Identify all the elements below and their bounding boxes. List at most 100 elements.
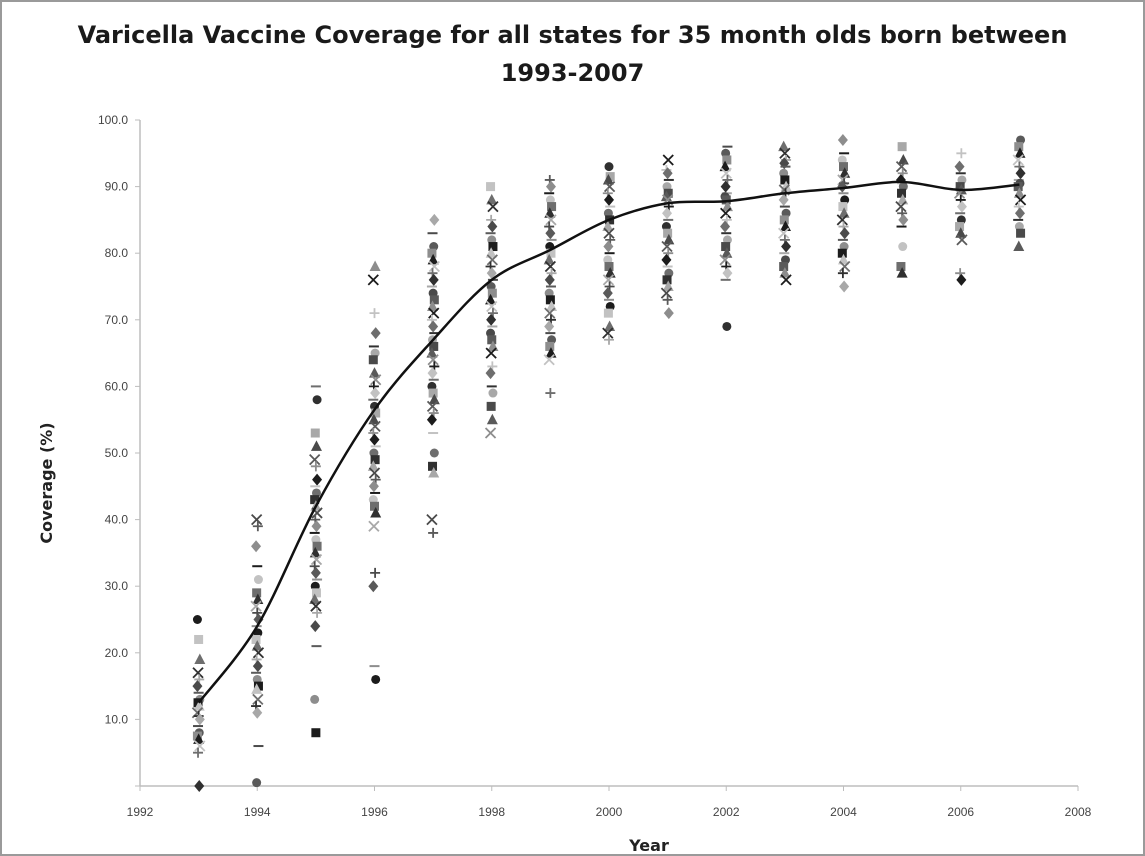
data-point bbox=[194, 653, 206, 664]
data-point bbox=[310, 461, 321, 472]
data-point bbox=[545, 341, 555, 351]
data-point bbox=[369, 420, 381, 432]
data-point bbox=[486, 313, 497, 326]
y-tick-label: 70.0 bbox=[105, 313, 129, 327]
data-point bbox=[310, 495, 320, 505]
data-point bbox=[252, 660, 263, 673]
data-point bbox=[426, 413, 437, 426]
data-point bbox=[661, 240, 673, 253]
data-point bbox=[839, 280, 850, 293]
y-tick-label: 30.0 bbox=[105, 579, 129, 593]
data-point bbox=[721, 242, 731, 252]
data-point bbox=[839, 227, 850, 240]
data-point bbox=[721, 195, 731, 205]
data-point bbox=[311, 728, 321, 738]
data-point bbox=[194, 740, 206, 752]
data-point bbox=[426, 400, 439, 413]
data-point bbox=[487, 200, 499, 213]
data-point bbox=[720, 180, 731, 193]
data-point bbox=[428, 466, 440, 478]
data-point bbox=[428, 461, 438, 471]
data-point bbox=[486, 182, 496, 192]
data-point bbox=[428, 388, 438, 398]
data-point bbox=[429, 295, 439, 305]
data-point bbox=[720, 167, 732, 179]
x-tick-label: 1996 bbox=[361, 805, 388, 819]
x-tick-label: 1992 bbox=[127, 805, 154, 819]
data-point bbox=[837, 268, 848, 279]
data-point bbox=[309, 454, 321, 466]
data-point bbox=[486, 267, 497, 280]
data-point bbox=[897, 188, 907, 198]
data-point bbox=[604, 334, 614, 345]
data-point bbox=[780, 274, 792, 286]
data-point bbox=[661, 253, 672, 266]
data-point bbox=[837, 133, 848, 146]
data-point bbox=[722, 321, 732, 331]
data-point bbox=[310, 428, 320, 438]
data-point bbox=[369, 260, 381, 272]
data-point bbox=[486, 413, 498, 425]
y-tick-label: 60.0 bbox=[105, 379, 129, 393]
data-point bbox=[426, 513, 438, 526]
data-point bbox=[488, 242, 498, 252]
data-point bbox=[193, 747, 204, 758]
data-point bbox=[428, 307, 440, 319]
x-tick-label: 2002 bbox=[713, 805, 740, 819]
data-point bbox=[660, 287, 673, 299]
data-point bbox=[897, 153, 909, 165]
data-point bbox=[192, 667, 204, 679]
data-point bbox=[722, 267, 733, 280]
data-point bbox=[427, 367, 438, 380]
y-tick-label: 80.0 bbox=[105, 246, 129, 260]
data-point bbox=[662, 207, 673, 220]
y-tick-label: 10.0 bbox=[105, 712, 129, 726]
x-tick-label: 2008 bbox=[1065, 805, 1092, 819]
chart-title-line-1: Varicella Vaccine Coverage for all state… bbox=[77, 21, 1068, 49]
chart-title: Varicella Vaccine Coverage for all state… bbox=[2, 16, 1143, 92]
data-point bbox=[603, 227, 615, 239]
data-point bbox=[428, 273, 439, 286]
data-point bbox=[312, 607, 323, 618]
data-point bbox=[956, 148, 967, 159]
data-point bbox=[662, 167, 673, 180]
data-point bbox=[719, 254, 731, 266]
data-point bbox=[545, 388, 556, 399]
data-point bbox=[547, 202, 557, 212]
x-tick-label: 2004 bbox=[830, 805, 857, 819]
data-point bbox=[779, 262, 789, 272]
data-point bbox=[310, 694, 320, 704]
data-point bbox=[488, 388, 498, 398]
data-point bbox=[310, 440, 322, 451]
data-point bbox=[312, 473, 323, 486]
data-point bbox=[192, 680, 203, 693]
data-point bbox=[194, 780, 205, 792]
data-point bbox=[895, 200, 907, 213]
data-point bbox=[371, 408, 381, 418]
data-point bbox=[427, 354, 439, 366]
data-point bbox=[485, 367, 496, 380]
data-point bbox=[663, 188, 673, 198]
data-point bbox=[371, 674, 381, 684]
data-point bbox=[251, 634, 261, 644]
y-tick-label: 90.0 bbox=[105, 180, 129, 194]
data-point bbox=[603, 308, 613, 318]
y-tick-label: 50.0 bbox=[105, 446, 129, 460]
x-tick-label: 2000 bbox=[596, 805, 623, 819]
data-point bbox=[836, 214, 848, 226]
data-point bbox=[370, 506, 382, 518]
data-point bbox=[251, 513, 263, 526]
trend-line bbox=[197, 180, 1020, 704]
data-point bbox=[954, 160, 965, 173]
data-point bbox=[1012, 154, 1024, 166]
data-point bbox=[429, 448, 439, 458]
data-point bbox=[956, 273, 967, 286]
y-tick-label: 40.0 bbox=[105, 513, 129, 527]
data-point bbox=[602, 327, 614, 339]
data-point bbox=[486, 300, 498, 313]
data-point bbox=[896, 267, 908, 278]
data-point bbox=[780, 175, 790, 185]
data-point bbox=[662, 294, 673, 305]
data-point bbox=[252, 647, 265, 659]
